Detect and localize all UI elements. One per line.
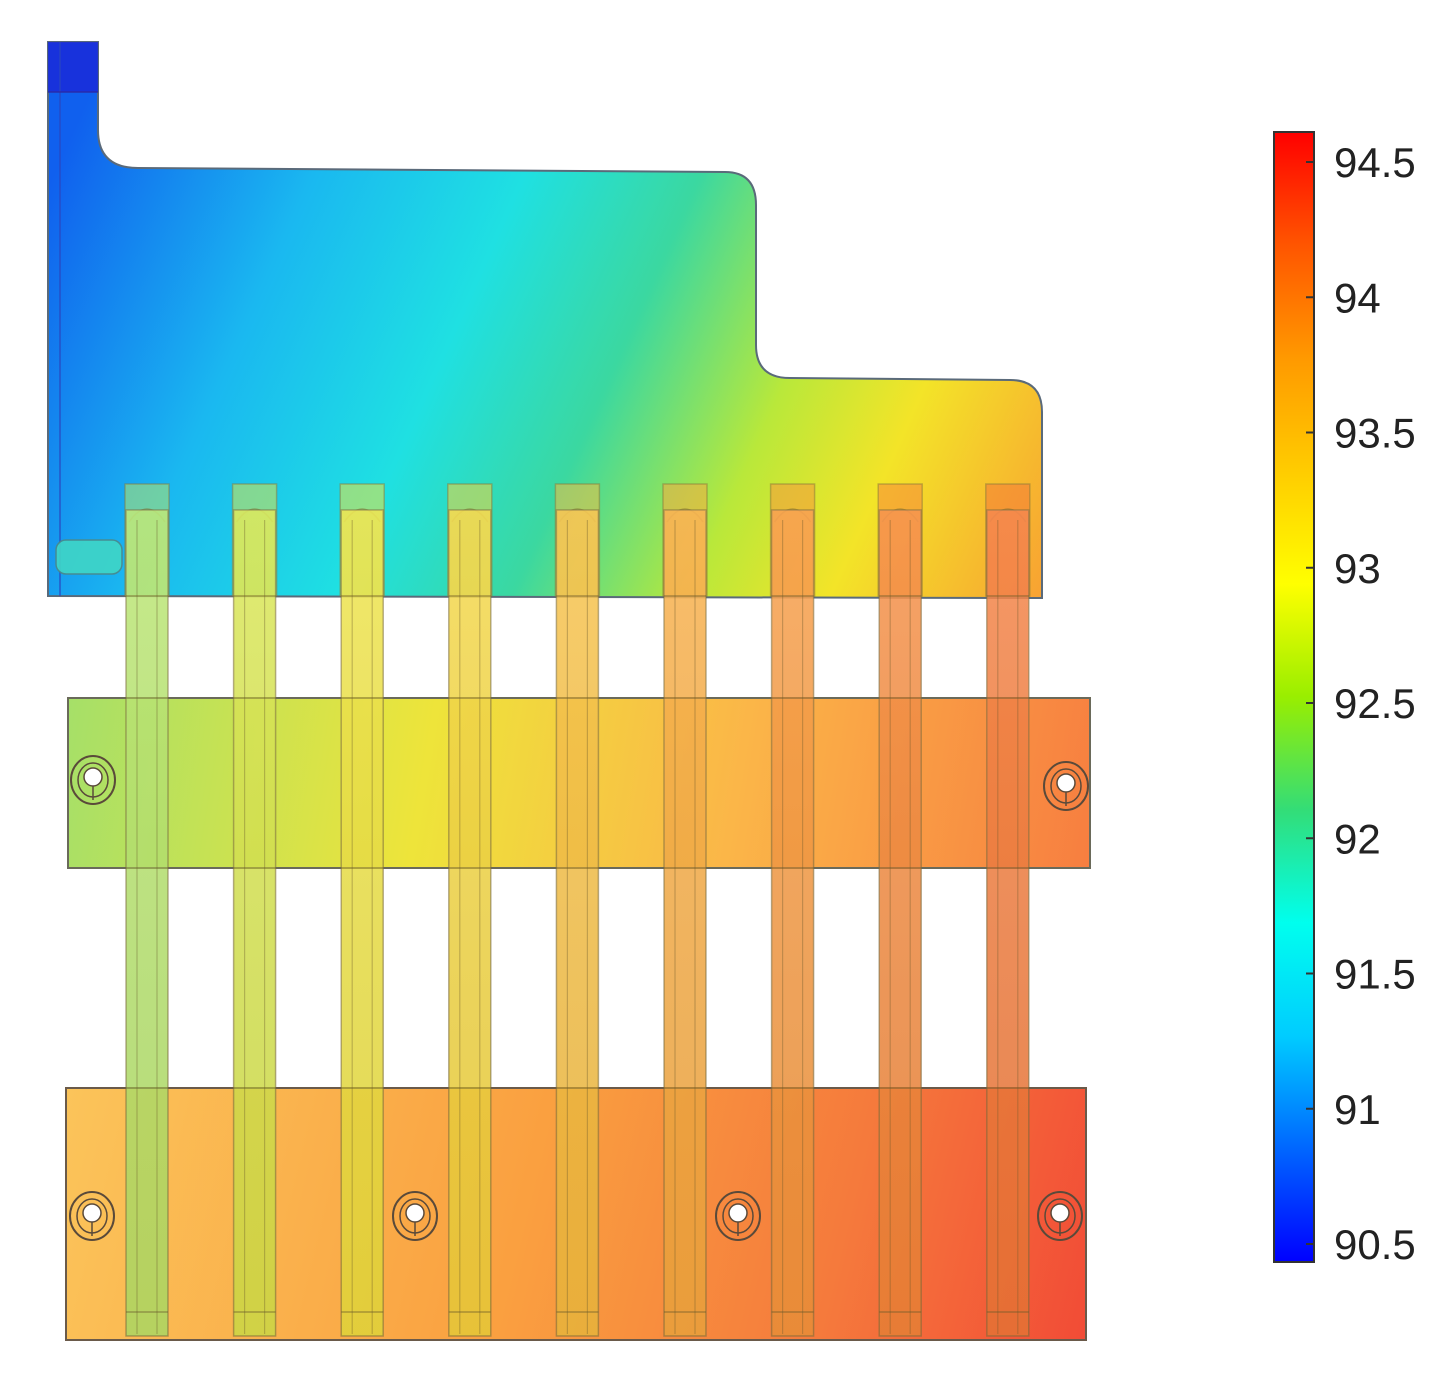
side-nozzle (55, 539, 123, 575)
inlet-pipe (48, 42, 98, 92)
tube (124, 483, 170, 1337)
colorbar: 94.5 94 93.5 93 92.5 92 91.5 91 90.5 (1273, 131, 1416, 1268)
mounting-hole (70, 755, 116, 805)
tube-array (124, 483, 1031, 1337)
tube (554, 483, 601, 1337)
colorbar-tick-label: 93 (1334, 545, 1381, 592)
tube (877, 483, 923, 1337)
colorbar-tick-label: 94.5 (1334, 139, 1416, 186)
colorbar-tick-label: 90.5 (1334, 1221, 1416, 1268)
colorbar-gradient (1273, 131, 1315, 1263)
colorbar-tick-label: 91 (1334, 1086, 1381, 1133)
tube (769, 483, 816, 1337)
colorbar-tick-label: 93.5 (1334, 410, 1416, 457)
colorbar-tick-label: 91.5 (1334, 951, 1416, 998)
mounting-hole (392, 1191, 438, 1241)
colorbar-tick-label: 94 (1334, 274, 1381, 321)
colorbar-ticks: 94.5 94 93.5 93 92.5 92 91.5 91 90.5 (1306, 139, 1416, 1268)
mounting-hole (69, 1191, 115, 1241)
colorbar-tick-label: 92 (1334, 815, 1381, 862)
tube (447, 483, 493, 1337)
tube (339, 483, 385, 1337)
mounting-hole (1037, 1191, 1083, 1241)
mounting-holes (69, 755, 1089, 1241)
mounting-hole (715, 1191, 761, 1241)
colorbar-tick-label: 92.5 (1334, 680, 1416, 727)
tube (985, 483, 1031, 1337)
tube (231, 483, 278, 1337)
header-block (47, 41, 1043, 600)
tube (662, 483, 708, 1337)
mounting-hole (1043, 761, 1089, 811)
